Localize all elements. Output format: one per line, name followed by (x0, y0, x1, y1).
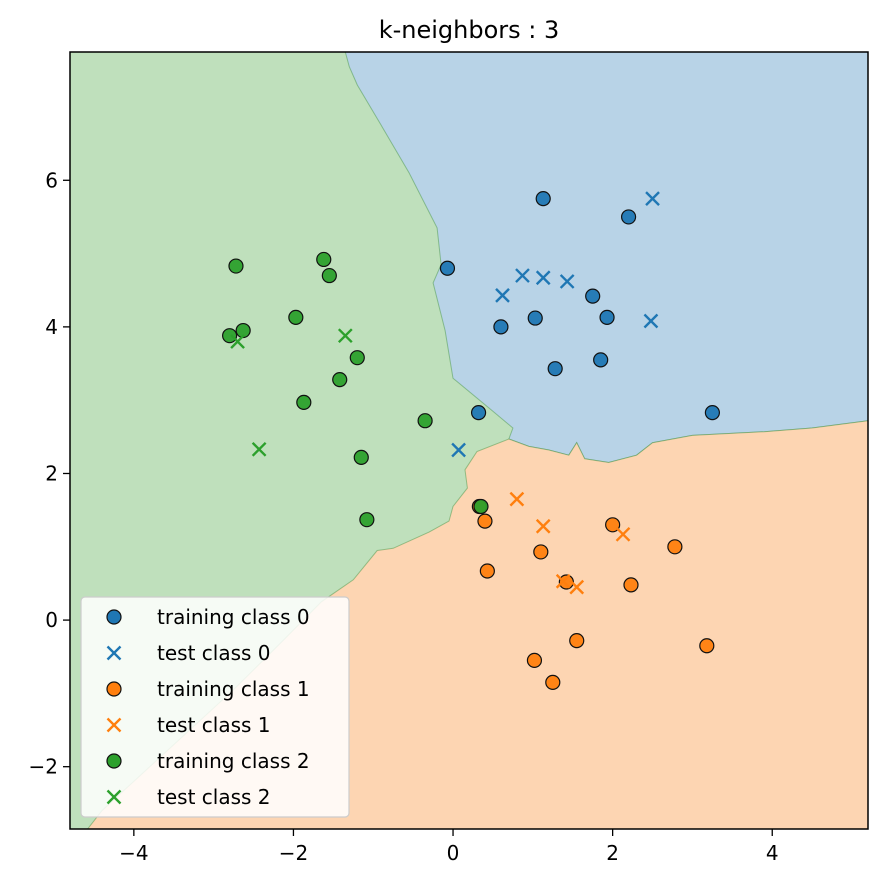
training-class-2-point (332, 372, 348, 388)
training-class-0-point (620, 209, 637, 225)
training-class-0-point (547, 361, 563, 377)
training-class-2-point (321, 267, 337, 284)
training-class-2-point (296, 394, 312, 410)
test-class-0-point (535, 270, 551, 286)
y-tick-label: 6 (45, 168, 58, 192)
x-tick-label: 2 (606, 841, 619, 865)
training-class-1-point (569, 633, 585, 649)
test-class-1-point (615, 526, 631, 542)
training-class-1-point (545, 674, 561, 690)
y-tick-label: 2 (45, 461, 58, 485)
training-class-1-point (479, 563, 495, 579)
training-class-2-point (228, 258, 244, 274)
legend-label: training class 1 (157, 677, 310, 701)
x-tick-label: −4 (119, 841, 148, 865)
legend: training class 0 test class 0 training cla… (80, 596, 350, 818)
test-class-1-point (535, 518, 551, 534)
axes-frame (69, 51, 869, 830)
data-points (222, 191, 720, 690)
training-class-2-point (359, 512, 375, 528)
test-class-1-point (509, 491, 525, 507)
test-class-1-point (555, 573, 571, 589)
training-class-2-point (349, 350, 365, 366)
y-axis: −2 0 2 4 6 (29, 168, 70, 779)
training-class-0-point (527, 310, 543, 326)
test-class-1-point (569, 579, 585, 595)
legend-box (80, 596, 350, 818)
test-class-0-point (559, 274, 575, 289)
training-class-0-point (585, 288, 601, 304)
training-class-0-point (704, 405, 720, 421)
legend-label: training class 0 (157, 605, 310, 629)
training-class-1-point (623, 577, 639, 593)
legend-label: test class 1 (157, 713, 271, 737)
y-tick-label: 4 (45, 315, 58, 339)
training-class-2-point (417, 413, 433, 429)
training-class-1-point (699, 638, 715, 654)
test-class-0-point (451, 442, 466, 458)
legend-label: test class 0 (157, 641, 271, 665)
training-class-2-point (353, 449, 369, 465)
training-class-0-point (535, 191, 551, 207)
test-class-0-point (643, 313, 659, 329)
training-class-0-point (439, 260, 456, 276)
training-class-1-point (477, 513, 493, 529)
training-class-2-point (288, 309, 304, 325)
test-class-0-point (645, 191, 660, 206)
test-class-2-point (251, 441, 267, 457)
legend-marker-circle (106, 681, 122, 697)
legend-marker-x (106, 717, 122, 733)
x-tick-label: −2 (279, 841, 308, 865)
legend-marker-circle (106, 609, 122, 625)
training-class-1-point (558, 574, 574, 590)
x-tick-label: 0 (447, 841, 460, 865)
x-axis: −4 −2 0 2 4 (119, 829, 779, 865)
legend-marker-x (106, 789, 122, 805)
training-class-1-point (667, 539, 683, 555)
training-class-2-point (316, 251, 332, 268)
training-class-2-point (473, 498, 489, 515)
legend-label: test class 2 (157, 785, 271, 809)
test-class-2-point (230, 334, 245, 349)
y-tick-label: −2 (29, 755, 58, 779)
chart-title: k-neighbors : 3 (379, 16, 560, 44)
training-class-0-point (599, 309, 615, 325)
legend-marker-circle (106, 753, 122, 769)
test-class-2-point (337, 328, 353, 344)
legend-label: training class 2 (157, 749, 310, 773)
training-class-0-point (593, 352, 609, 368)
legend-marker-x (106, 645, 122, 661)
x-tick-label: 4 (766, 841, 779, 865)
training-class-1-point (526, 652, 543, 669)
training-class-0-point (493, 319, 509, 335)
test-class-0-point (515, 268, 530, 283)
y-tick-label: 0 (45, 608, 58, 632)
training-class-2-point (222, 328, 238, 344)
training-class-1-point (533, 544, 549, 560)
training-class-0-point (470, 405, 487, 421)
test-class-0-point (495, 288, 510, 303)
